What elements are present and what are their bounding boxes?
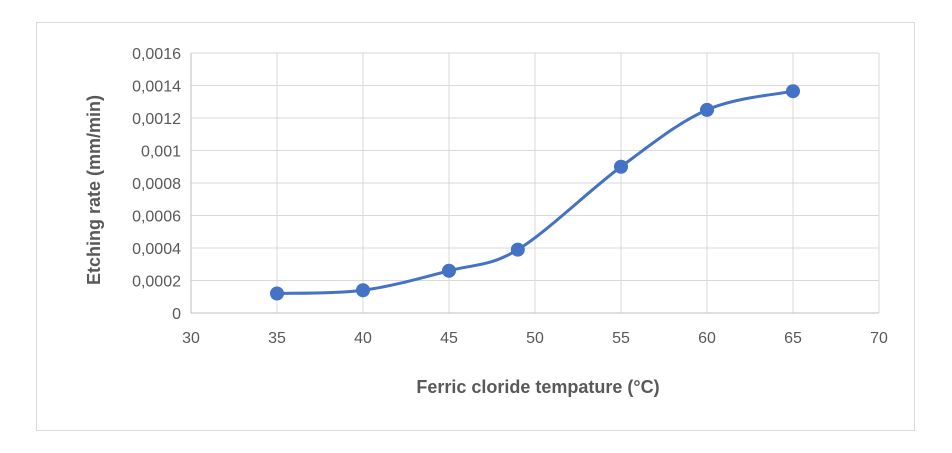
y-tick-label: 0,0006 [132,209,181,226]
x-tick-label: 70 [870,330,888,347]
x-tick-label: 35 [268,330,286,347]
x-tick-label: 60 [698,330,716,347]
y-tick-label: 0,0004 [132,241,181,258]
data-point [786,84,800,99]
x-tick-label: 55 [612,330,630,347]
data-point [510,242,525,257]
y-tick-label: 0,001 [141,144,181,161]
x-tick-labels: 30 35 40 45 50 55 60 65 70 [182,330,888,347]
y-tick-label: 0,0014 [132,79,181,96]
y-tick-labels: 0 0,0002 0,0004 0,0006 0,0008 0,001 0,0012 0,00… [132,46,181,323]
y-tick-label: 0,0016 [132,46,181,63]
data-point [270,286,284,301]
x-tick-label: 50 [526,330,544,347]
data-point [614,159,628,174]
x-axis-title: Ferric cloride tempature (°C) [416,377,659,397]
data-point [442,263,456,278]
x-tick-label: 30 [182,330,200,347]
data-point [700,102,714,117]
y-axis-title: Etching rate (mm/min) [84,95,104,285]
y-tick-label: 0,0008 [132,176,181,193]
chart-frame [36,22,915,431]
y-tick-label: 0,0002 [132,274,181,291]
series-layer [270,84,800,301]
axes [190,53,879,314]
grid-lines [191,52,880,313]
y-tick-label: 0,0012 [132,111,181,128]
x-tick-label: 65 [784,330,802,347]
x-tick-label: 45 [440,330,458,347]
data-point [356,283,370,298]
x-tick-label: 40 [354,330,372,347]
y-tick-label: 0 [172,306,181,323]
